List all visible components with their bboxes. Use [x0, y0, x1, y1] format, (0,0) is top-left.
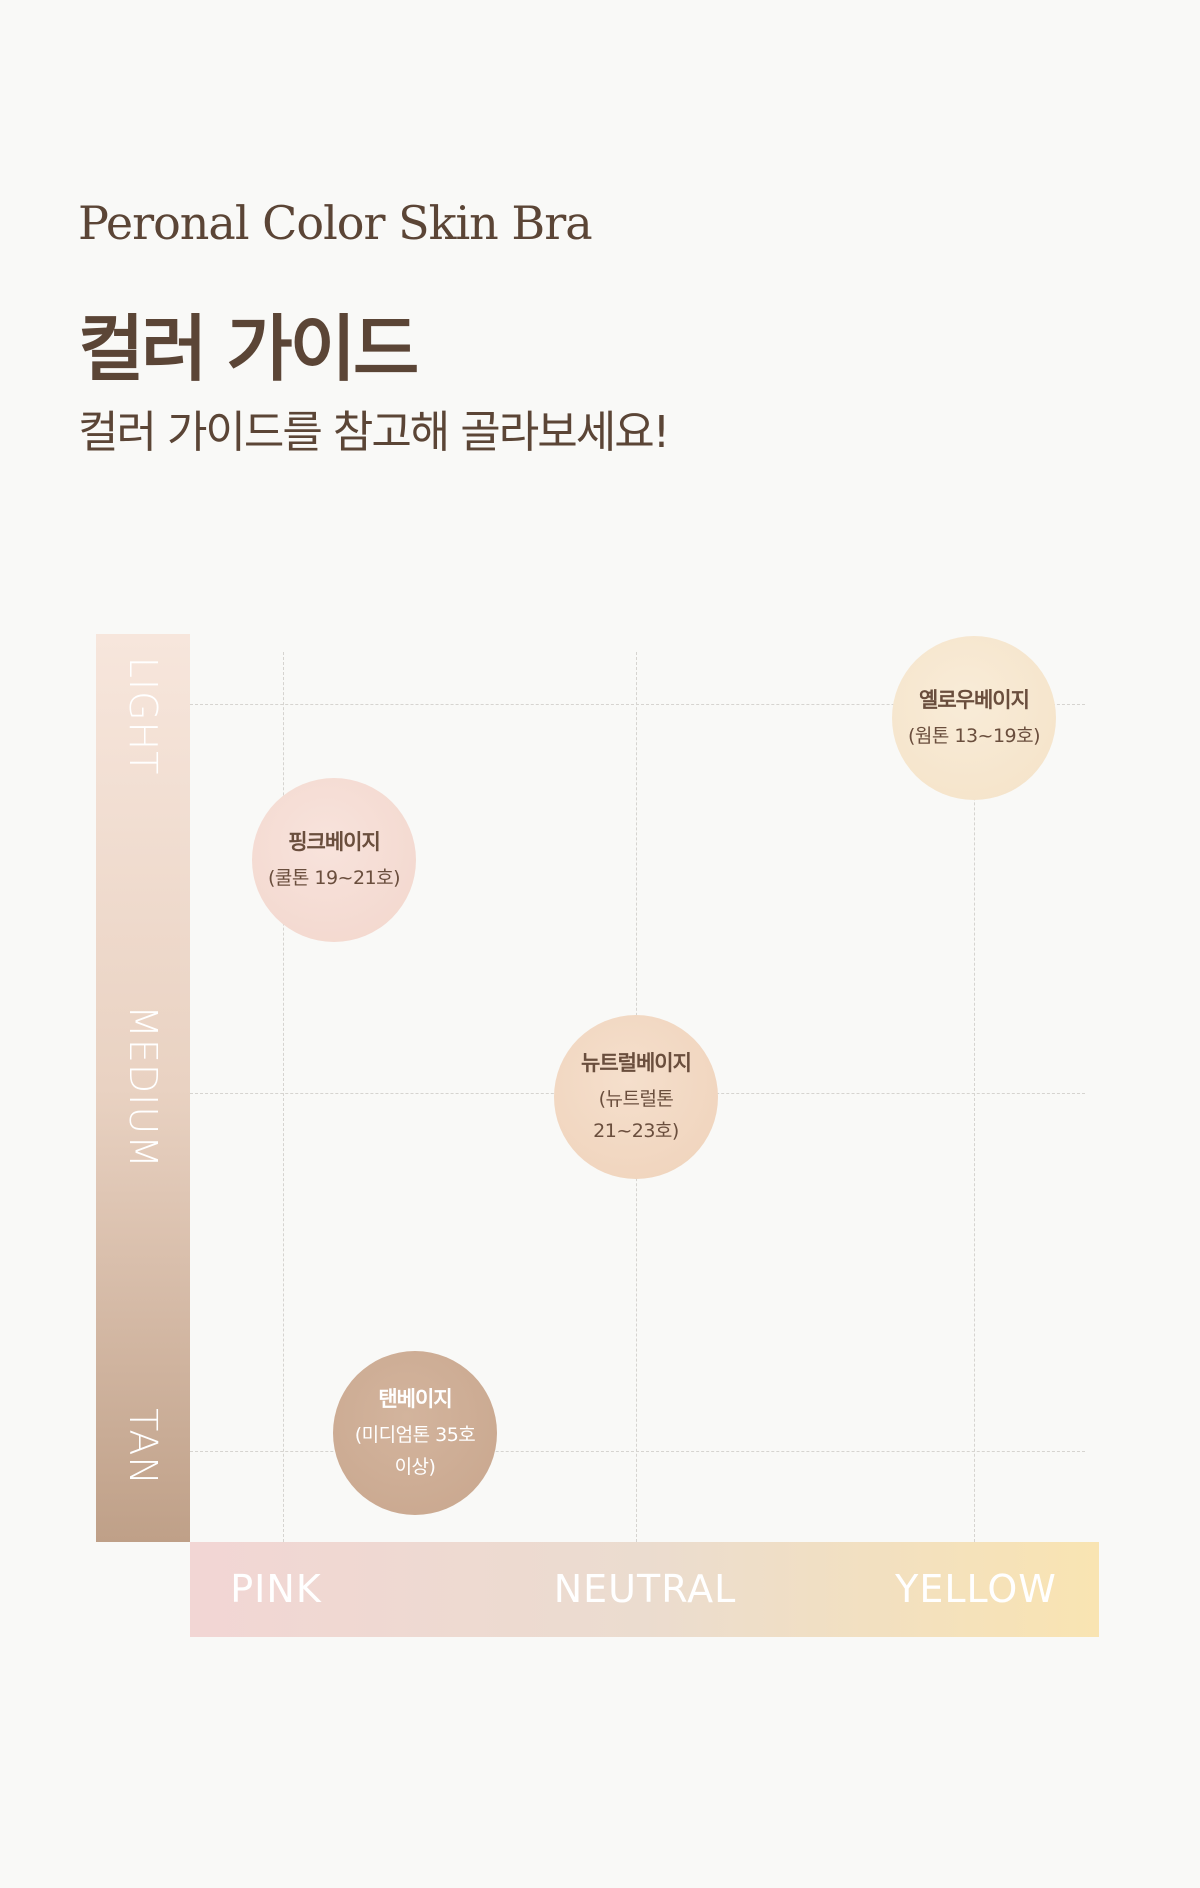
- grid-line-pink: [283, 652, 284, 1542]
- tone-axis-bar: [190, 1542, 1099, 1637]
- axis-label-medium: MEDIUM: [121, 1005, 165, 1169]
- axis-label-pink: PINK: [230, 1567, 322, 1611]
- shade-name: 뉴트럴베이지: [581, 1051, 692, 1075]
- shade-desc: (웜톤 13~19호): [907, 725, 1041, 747]
- axis-label-yellow: YELLOW: [895, 1567, 1057, 1611]
- shade-name: 탠베이지: [378, 1387, 452, 1411]
- shade-name: 핑크베이지: [288, 830, 381, 854]
- shade-yellow-beige: 옐로우베이지 (웜톤 13~19호): [892, 636, 1056, 800]
- shade-neutral-beige: 뉴트럴베이지 (뉴트럴톤 21~23호): [554, 1015, 718, 1179]
- shade-desc: (뉴트럴톤 21~23호): [593, 1088, 679, 1142]
- axis-label-neutral: NEUTRAL: [553, 1567, 737, 1611]
- shade-tan-beige: 탠베이지 (미디엄톤 35호 이상): [333, 1351, 497, 1515]
- grid-line-tan: [190, 1451, 1085, 1452]
- shade-desc: (미디엄톤 35호 이상): [354, 1424, 476, 1478]
- page-title: 컬러 가이드: [78, 307, 419, 391]
- page-subtitle: 컬러 가이드를 참고해 골라보세요!: [78, 407, 670, 458]
- shade-pink-beige: 핑크베이지 (쿨톤 19~21호): [252, 778, 416, 942]
- axis-label-tan: TAN: [121, 1408, 165, 1486]
- axis-label-light: LIGHT: [121, 656, 165, 776]
- depth-axis-bar: [96, 634, 190, 1542]
- grid-line-yellow: [974, 652, 975, 1542]
- grid-line-light: [190, 704, 1085, 705]
- english-title: Peronal Color Skin Bra: [78, 196, 593, 250]
- shade-name: 옐로우베이지: [919, 688, 1030, 712]
- shade-desc: (쿨톤 19~21호): [267, 867, 401, 889]
